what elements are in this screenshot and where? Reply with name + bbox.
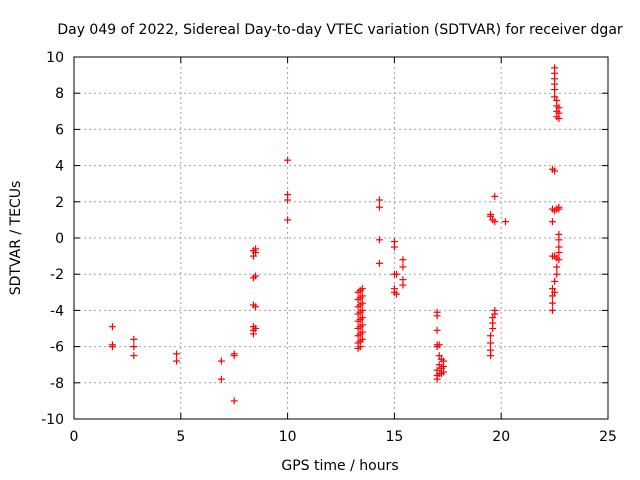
data-point [548,285,556,293]
data-point [358,292,366,300]
data-point [284,156,292,164]
y-tick-label: -4 [50,303,64,319]
data-point [491,218,499,226]
data-point [173,350,181,358]
y-axis-title: SDTVAR / TECUs [8,181,24,296]
y-tick-label: -6 [50,340,64,356]
y-tick-label: 4 [55,159,64,175]
data-point [358,328,366,336]
x-tick-label: 0 [70,429,79,445]
data-point [433,375,441,383]
data-point [553,270,561,278]
y-tick-label: -10 [41,412,64,428]
data-point [555,236,563,244]
data-point [553,263,561,271]
data-point [487,346,495,354]
y-tick-label: 10 [46,50,64,66]
data-point [551,167,559,175]
data-point [487,210,495,218]
data-point [548,299,556,307]
data-point [217,357,225,365]
data-points [108,64,563,405]
data-point [393,270,401,278]
data-point [358,314,366,322]
y-tick-label: -2 [50,267,64,283]
data-point [130,352,138,360]
data-point [433,312,441,320]
data-point [491,192,499,200]
data-point [433,326,441,334]
data-point [358,299,366,307]
data-point [358,285,366,293]
x-axis-title: GPS time / hours [281,458,398,474]
tick-labels: 0 5 10 15 20 25 -10 -8 -6 -4 -2 0 2 4 6 8 10 [41,50,617,445]
data-point [548,306,556,314]
data-point [252,248,260,256]
data-point [249,330,257,338]
axes [73,56,609,420]
data-point [108,343,116,351]
data-point [230,352,238,360]
x-tick-label: 5 [176,429,185,445]
data-point [358,321,366,329]
data-point [393,290,401,298]
grid-lines [74,57,608,419]
data-point [551,86,559,94]
data-point [435,352,443,360]
data-point [173,357,181,365]
data-point [230,397,238,405]
data-point [375,203,383,211]
chart-title: Day 049 of 2022, Sidereal Day-to-day VTE… [57,22,623,38]
y-tick-label: 6 [55,122,64,138]
data-point [551,288,559,296]
data-point [284,216,292,224]
data-point [435,361,443,369]
data-point [252,303,260,311]
x-tick-label: 25 [599,429,617,445]
data-point [440,368,448,376]
data-point [555,115,563,123]
data-point [375,196,383,204]
data-point [555,205,563,213]
y-tick-label: 2 [55,195,64,211]
data-point [108,323,116,331]
data-point [551,93,559,101]
data-point [555,256,563,264]
data-point [356,343,364,351]
data-point [399,281,407,289]
x-tick-label: 20 [492,429,510,445]
y-tick-label: 0 [55,231,64,247]
data-point [358,335,366,343]
data-point [555,248,563,256]
data-point [249,252,257,260]
data-point [487,332,495,340]
data-point [399,256,407,264]
data-point [548,292,556,300]
data-point [435,341,443,349]
x-tick-label: 15 [385,429,403,445]
data-point [548,218,556,226]
data-point [252,325,260,332]
data-point [491,306,499,314]
data-point [252,272,260,280]
data-point [487,339,495,347]
x-tick-label: 10 [279,429,297,445]
data-point [399,263,407,271]
data-point [375,236,383,244]
data-point [130,343,138,351]
data-point [390,243,398,251]
data-point [375,259,383,267]
data-point [284,196,292,204]
data-point [489,314,497,322]
data-point [551,277,559,285]
data-point [130,335,138,343]
data-point [358,306,366,314]
y-tick-label: 8 [55,86,64,102]
data-point [501,218,509,226]
data-point [217,375,225,383]
y-tick-label: -8 [50,376,64,392]
